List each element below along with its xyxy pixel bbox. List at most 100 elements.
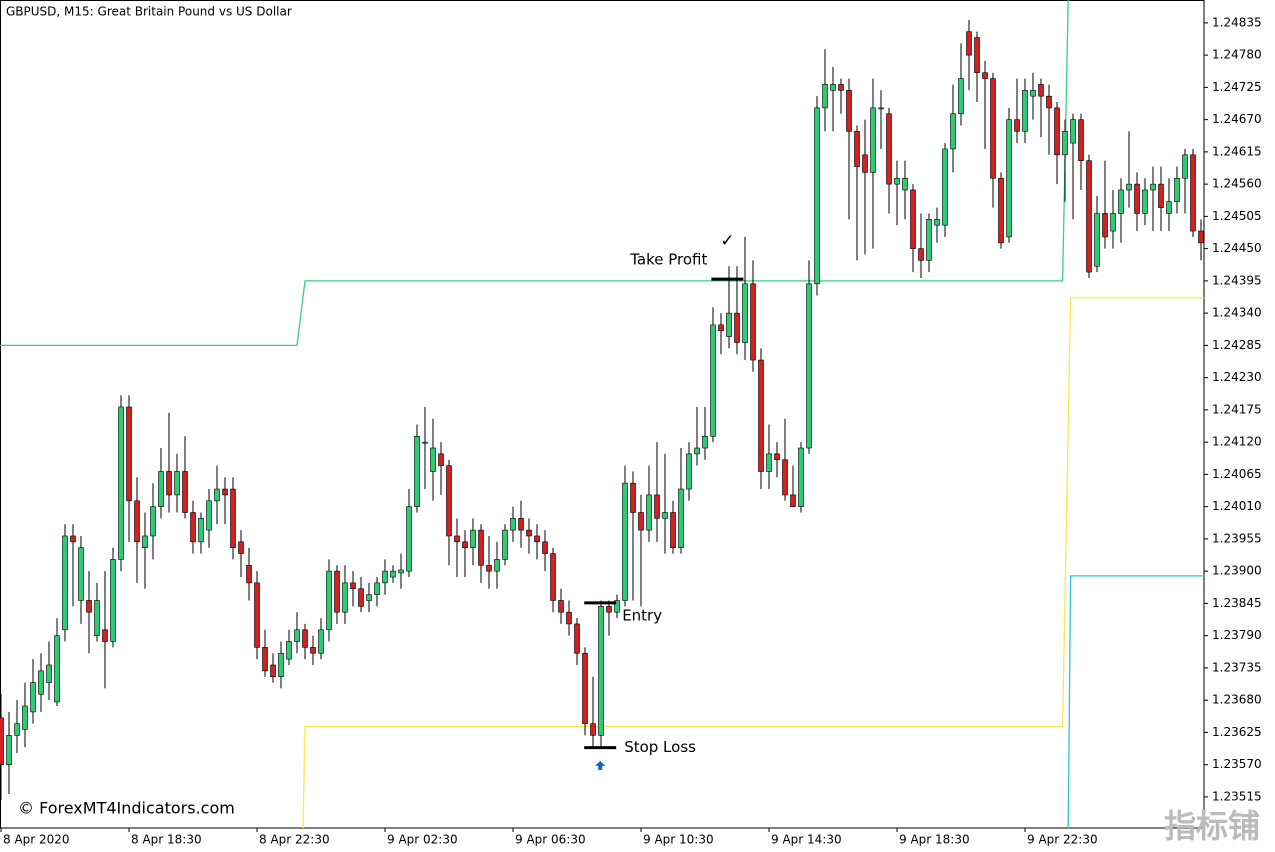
y-tick-label: 1.23955	[1212, 531, 1262, 545]
candle-body	[14, 723, 20, 736]
candle-body	[1054, 107, 1060, 156]
candle-body	[838, 84, 844, 91]
candle-body	[1182, 154, 1188, 179]
candle-body	[558, 600, 564, 613]
y-tick-label: 1.24340	[1212, 306, 1262, 320]
candle-body	[342, 582, 348, 613]
candle-body	[638, 512, 644, 531]
candle-body	[318, 629, 324, 654]
y-tick-label: 1.23790	[1212, 628, 1262, 642]
candle-body	[262, 647, 268, 672]
candle-body	[806, 283, 812, 449]
candle-body	[958, 78, 964, 115]
candle-body	[358, 588, 364, 607]
y-tick-label: 1.24505	[1212, 209, 1262, 223]
candle-body	[990, 78, 996, 179]
candle-body	[1142, 189, 1148, 214]
candle-body	[470, 529, 476, 548]
level-line	[0, 0, 1069, 347]
y-tick-label: 1.24285	[1212, 338, 1262, 352]
candle-body	[86, 600, 92, 613]
candle-body	[350, 582, 356, 590]
x-tick-label: 9 Apr 22:30	[1027, 833, 1098, 847]
candle-body	[894, 177, 900, 185]
candle-body	[110, 559, 116, 642]
candle-body	[1070, 119, 1076, 144]
candle-body	[590, 723, 596, 736]
candle-body	[166, 471, 172, 496]
candle-body	[494, 559, 500, 572]
candle-body	[334, 570, 340, 613]
candle-body	[206, 500, 212, 531]
candle-body	[966, 31, 972, 56]
y-tick-label: 1.23570	[1212, 757, 1262, 771]
x-tick-label: 8 Apr 2020	[3, 833, 70, 847]
y-tick-label: 1.24560	[1212, 177, 1262, 191]
candle-body	[126, 406, 132, 502]
candle-body	[870, 107, 876, 173]
candle-body	[1158, 183, 1164, 208]
y-tick-label: 1.24780	[1212, 48, 1262, 62]
candle-body	[510, 518, 516, 531]
candle-body	[1030, 90, 1036, 97]
candle-body	[78, 547, 84, 601]
y-tick-label: 1.23515	[1212, 789, 1262, 803]
y-tick-label: 1.24175	[1212, 402, 1262, 416]
candle-body	[998, 177, 1004, 244]
candle-body	[230, 488, 236, 548]
y-tick-label: 1.24725	[1212, 80, 1262, 94]
y-tick-label: 1.24010	[1212, 499, 1262, 513]
y-tick-label: 1.24835	[1212, 15, 1262, 29]
candle-body	[406, 506, 412, 572]
candle-body	[398, 569, 404, 574]
candle-body	[550, 553, 556, 601]
candle-body	[1094, 213, 1100, 267]
candle-body	[1134, 183, 1140, 214]
candle-body	[254, 582, 260, 648]
candle-body	[462, 541, 468, 548]
marker-label: Entry	[622, 606, 662, 624]
candle-body	[926, 219, 932, 261]
level-line	[1067, 575, 1204, 828]
candle-body	[614, 600, 620, 613]
candle-body	[374, 582, 380, 595]
x-tick-label: 8 Apr 22:30	[259, 833, 330, 847]
candle-body	[766, 453, 772, 472]
candle-body	[702, 435, 708, 449]
candle-body	[46, 664, 52, 683]
candle-body	[654, 494, 660, 519]
candle-body	[190, 512, 196, 543]
candle-body	[1022, 90, 1028, 132]
candle-body	[1102, 213, 1108, 238]
candle-body	[518, 518, 524, 531]
candle-body	[1126, 183, 1132, 191]
candle-body	[390, 570, 396, 578]
candle-body	[1014, 119, 1020, 132]
candle-body	[94, 600, 100, 636]
candle-body	[910, 189, 916, 249]
marker-label: Stop Loss	[624, 738, 696, 756]
candle-body	[710, 324, 716, 437]
y-tick-label: 1.23680	[1212, 693, 1262, 707]
x-tick-label: 9 Apr 14:30	[771, 833, 842, 847]
candle-body	[782, 459, 788, 496]
candle-body	[1110, 213, 1116, 232]
x-tick-label: 9 Apr 06:30	[515, 833, 586, 847]
candle-body	[918, 248, 924, 261]
candle-body	[246, 564, 252, 584]
candle-body	[302, 629, 308, 648]
candle-body	[182, 471, 188, 513]
candle-body	[734, 312, 740, 343]
candle-body	[1038, 84, 1044, 97]
candle-body	[70, 535, 76, 543]
candle-body	[270, 664, 276, 678]
marker-label: Take Profit	[629, 251, 707, 269]
candle-body	[534, 535, 540, 543]
candle-body	[606, 606, 612, 613]
candle-body	[238, 541, 244, 554]
y-tick-label: 1.24230	[1212, 370, 1262, 384]
candle-body	[846, 90, 852, 132]
candle-body	[942, 148, 948, 226]
candle-body	[1006, 119, 1012, 238]
chart-title: GBPUSD, M15: Great Britain Pound vs US D…	[6, 5, 292, 19]
